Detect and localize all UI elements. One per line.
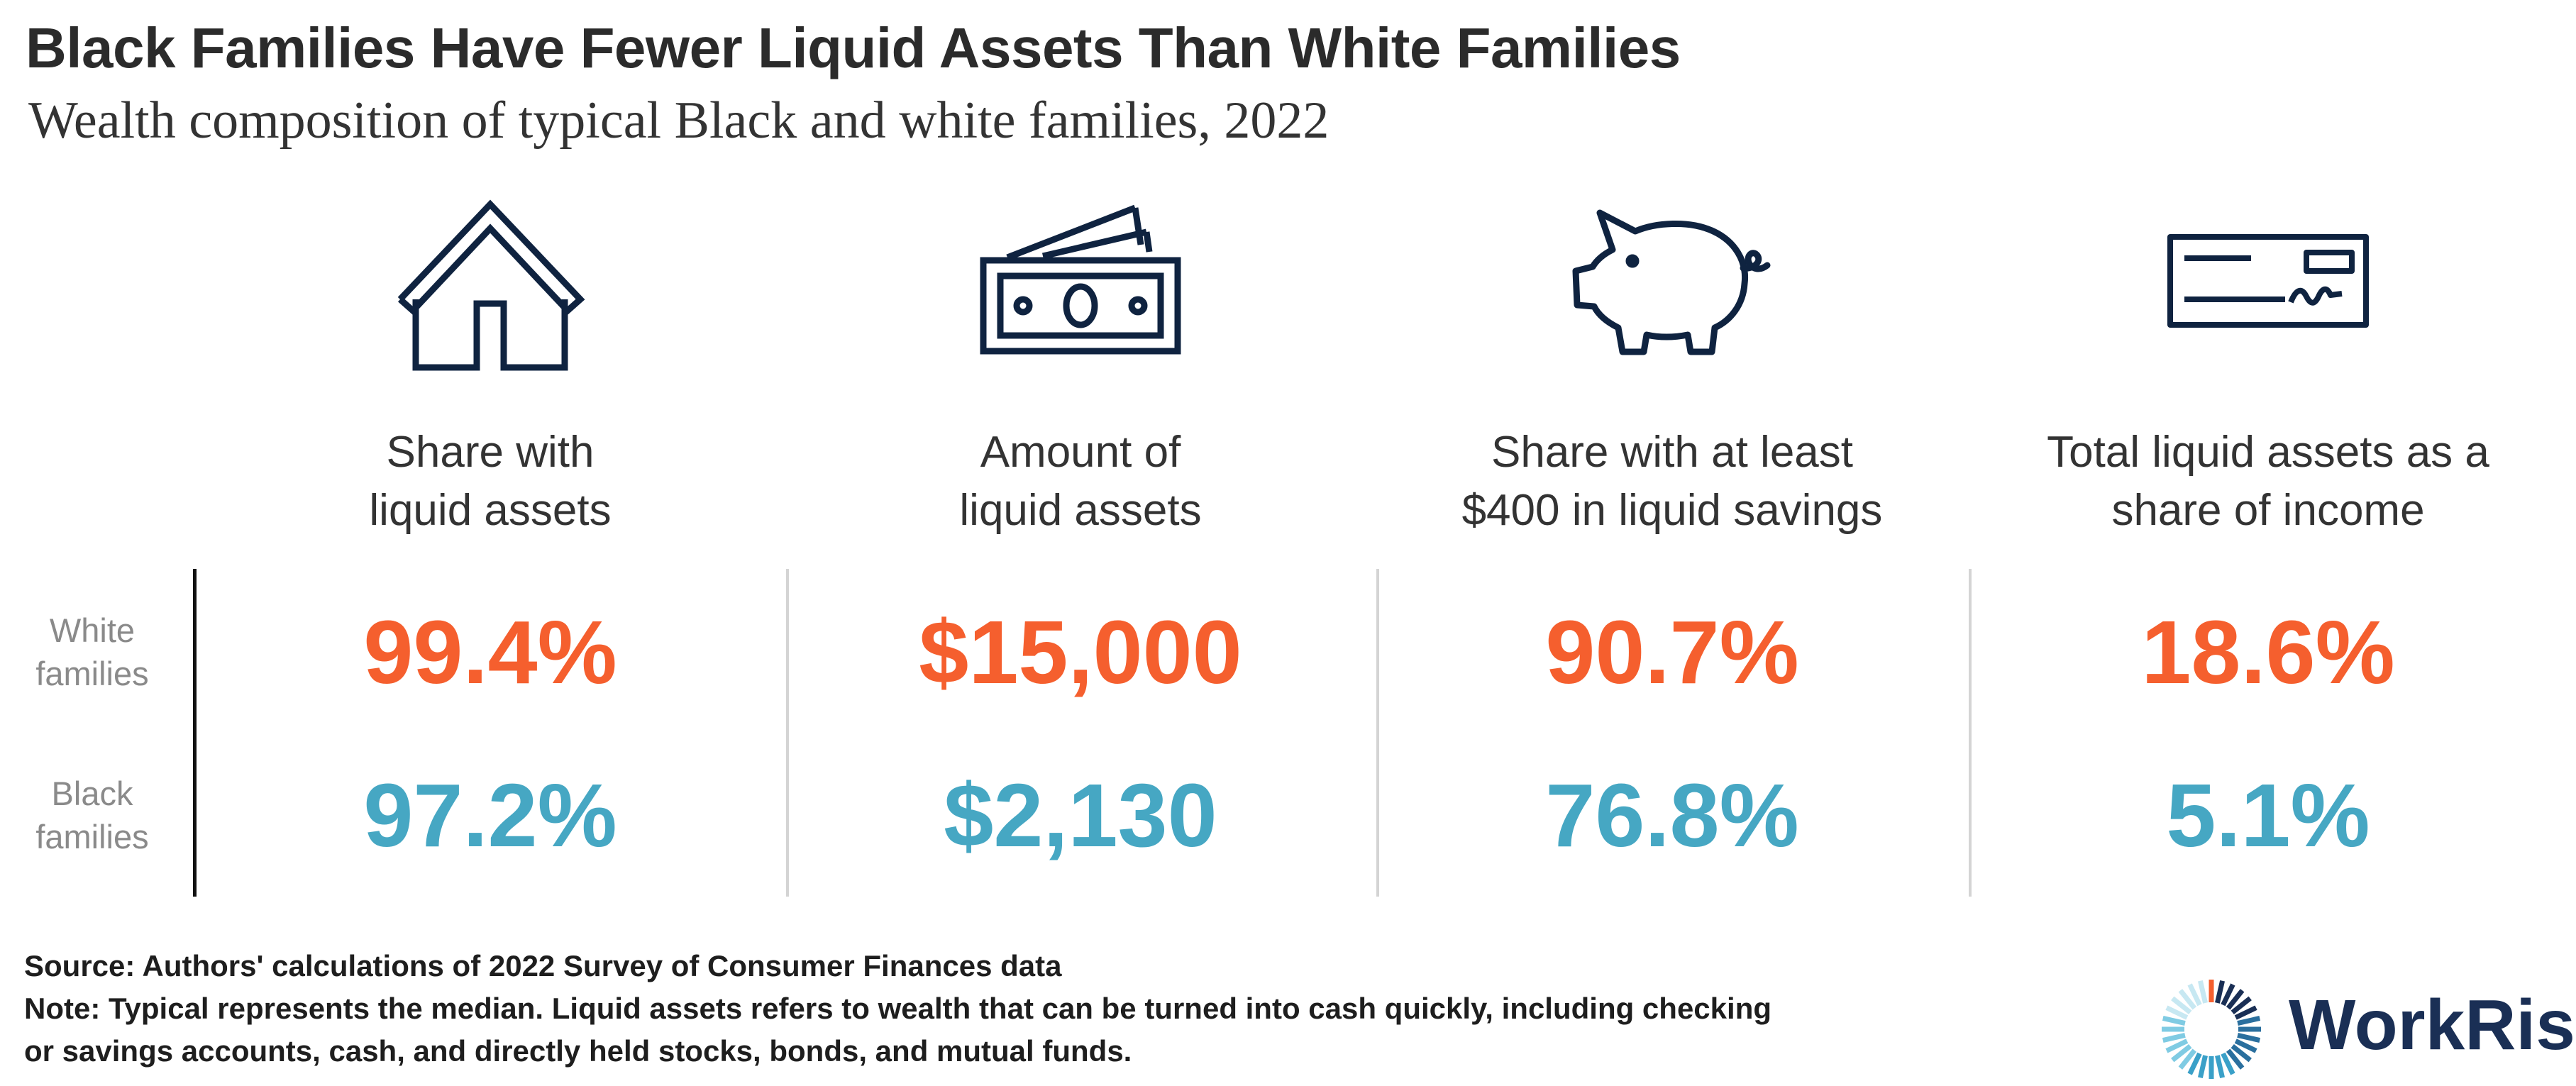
logo-ray [2226, 989, 2245, 1010]
note-line: Note: Typical represents the median. Liq… [24, 987, 1996, 1030]
logo-ray [2215, 1055, 2225, 1079]
logo-ray [2230, 996, 2252, 1015]
logo-ray [2198, 980, 2208, 1004]
piggy-bank-icon [1570, 206, 1776, 362]
value-white-share-of-income: 18.6% [2141, 602, 2395, 702]
value-black-amount-liquid-assets: $2,130 [944, 765, 1217, 865]
logo-ray [2162, 1016, 2186, 1026]
footer-notes: Source: Authors' calculations of 2022 Su… [24, 945, 1996, 1073]
column-divider [1969, 569, 1972, 897]
note-text: Typical represents the median. Liquid as… [100, 992, 1771, 1025]
logo-ray [2187, 1052, 2202, 1075]
logo-ray [2165, 1038, 2189, 1053]
logo-ray [2198, 1055, 2208, 1079]
logo-ray [2221, 1052, 2235, 1075]
value-white-share-liquid-assets: 99.4% [363, 602, 617, 702]
check-icon [2167, 234, 2369, 328]
logo-ray [2234, 1005, 2257, 1020]
cash-icon [979, 202, 1185, 358]
column-divider [786, 569, 789, 897]
logo-ray [2178, 989, 2197, 1010]
house-icon [394, 197, 586, 373]
source-label: Source: [24, 949, 136, 982]
source-line: Source: Authors' calculations of 2022 Su… [24, 945, 1996, 987]
value-black-share-of-income: 5.1% [2166, 765, 2370, 865]
column-header-share-with-400-savings: Share with at least $400 in liquid saving… [1461, 428, 1883, 535]
logo-ray [2226, 1048, 2245, 1070]
column-header-share-with-liquid-assets: Share with liquid assets [369, 428, 612, 535]
logo-ray [2187, 983, 2202, 1007]
row-label-black-families: Black families [35, 775, 149, 855]
value-black-share-400-savings: 76.8% [1545, 765, 1799, 865]
table-left-border [193, 569, 197, 897]
logo-ray [2171, 996, 2192, 1015]
logo-ray [2178, 1048, 2197, 1070]
logo-ray [2162, 1033, 2186, 1043]
value-black-share-liquid-assets: 97.2% [363, 765, 617, 865]
logo-ray [2165, 1005, 2189, 1020]
note-label: Note: [24, 992, 101, 1025]
column-header-amount-of-liquid-assets: Amount of liquid assets [959, 428, 1202, 535]
logo-ray [2215, 980, 2225, 1004]
row-label-white-families: White families [35, 611, 149, 692]
column-header-liquid-assets-share-of-income: Total liquid assets as a share of income [2047, 428, 2489, 535]
logo-ray [2171, 1043, 2192, 1063]
logo-ray [2237, 1016, 2261, 1026]
chart-subtitle: Wealth composition of typical Black and … [28, 92, 1330, 150]
value-white-share-400-savings: 90.7% [1545, 602, 1799, 702]
logo-ray [2237, 1033, 2261, 1043]
logo-ray [2221, 983, 2235, 1007]
column-divider [1376, 569, 1379, 897]
chart-title: Black Families Have Fewer Liquid Assets … [26, 16, 1681, 79]
value-white-amount-liquid-assets: $15,000 [919, 602, 1242, 702]
workrise-logo-text: WorkRise [2289, 985, 2576, 1065]
logo-ray [2230, 1043, 2252, 1063]
workrise-logo-mark [2158, 976, 2265, 1086]
source-text: Authors' calculations of 2022 Survey of … [135, 949, 1062, 982]
logo-ray [2234, 1038, 2257, 1053]
note-line-continued: or savings accounts, cash, and directly … [24, 1034, 1132, 1068]
